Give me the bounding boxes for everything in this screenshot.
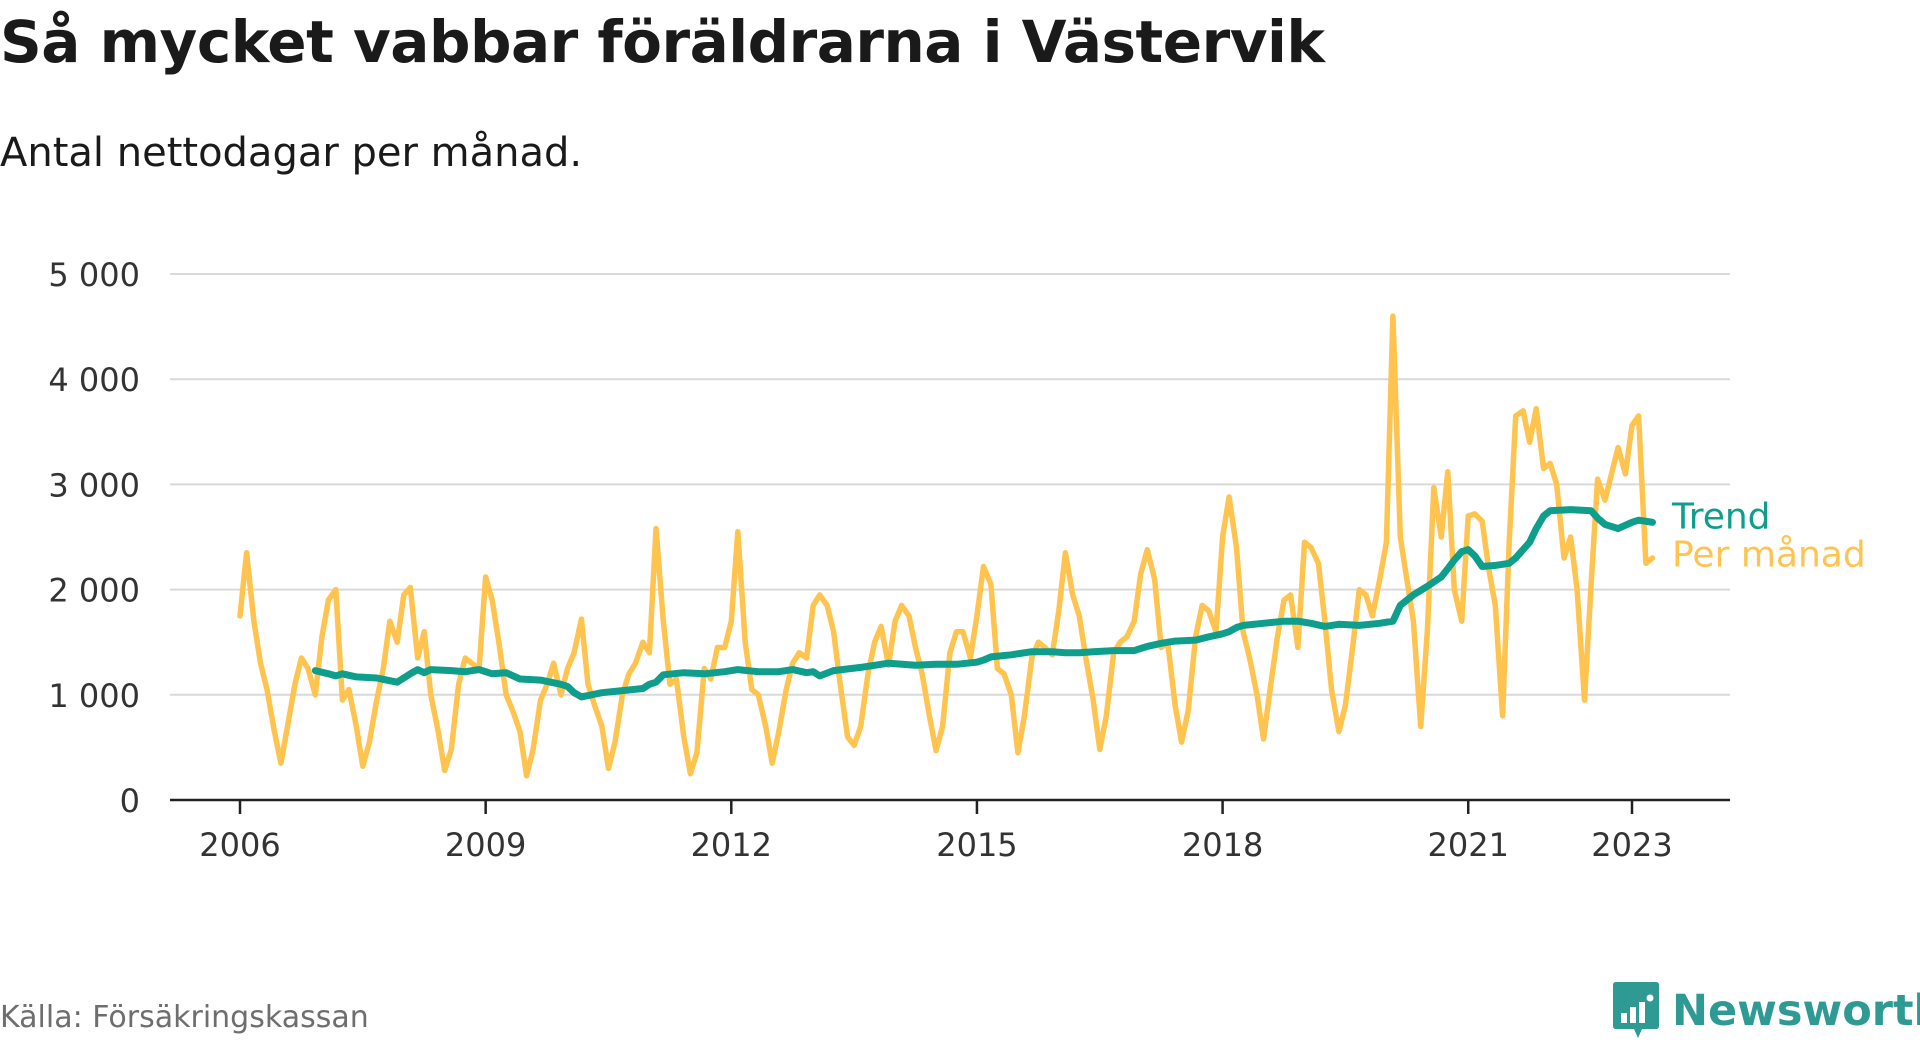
brand-name: Newsworthy xyxy=(1672,986,1920,1036)
y-tick-label: 3 000 xyxy=(48,466,140,504)
chart-subtitle: Antal nettodagar per månad. xyxy=(0,130,583,176)
x-axis-ticks: 2006 2009 2012 2015 2018 2021 2023 xyxy=(199,800,1673,864)
y-tick-label: 2 000 xyxy=(48,572,140,610)
series-line-per-manad xyxy=(237,313,1656,779)
x-tick-label: 2021 xyxy=(1428,826,1509,864)
x-tick-label: 2023 xyxy=(1591,826,1672,864)
y-tick-label: 0 xyxy=(120,782,140,820)
brand-logo: Newsworthy xyxy=(1612,980,1920,1042)
y-tick-label: 4 000 xyxy=(48,361,140,399)
x-tick-label: 2018 xyxy=(1182,826,1263,864)
series-lines xyxy=(237,313,1656,779)
x-tick-label: 2006 xyxy=(199,826,280,864)
y-tick-label: 5 000 xyxy=(48,256,140,294)
series-line-trend xyxy=(311,506,1656,701)
source-note: Källa: Försäkringskassan xyxy=(0,1000,369,1035)
y-axis-ticks: 0 1 000 2 000 3 000 4 000 5 000 xyxy=(48,256,140,820)
x-tick-label: 2015 xyxy=(936,826,1017,864)
x-tick-label: 2009 xyxy=(445,826,526,864)
newsworthy-logo-icon xyxy=(1613,982,1659,1038)
y-tick-label: 1 000 xyxy=(48,677,140,715)
series-label-per-manad: Per månad xyxy=(1672,534,1866,575)
x-tick-label: 2012 xyxy=(691,826,772,864)
series-label-trend: Trend xyxy=(1671,496,1771,537)
chart-title: Så mycket vabbar föräldrarna i Västervik xyxy=(0,8,1325,76)
